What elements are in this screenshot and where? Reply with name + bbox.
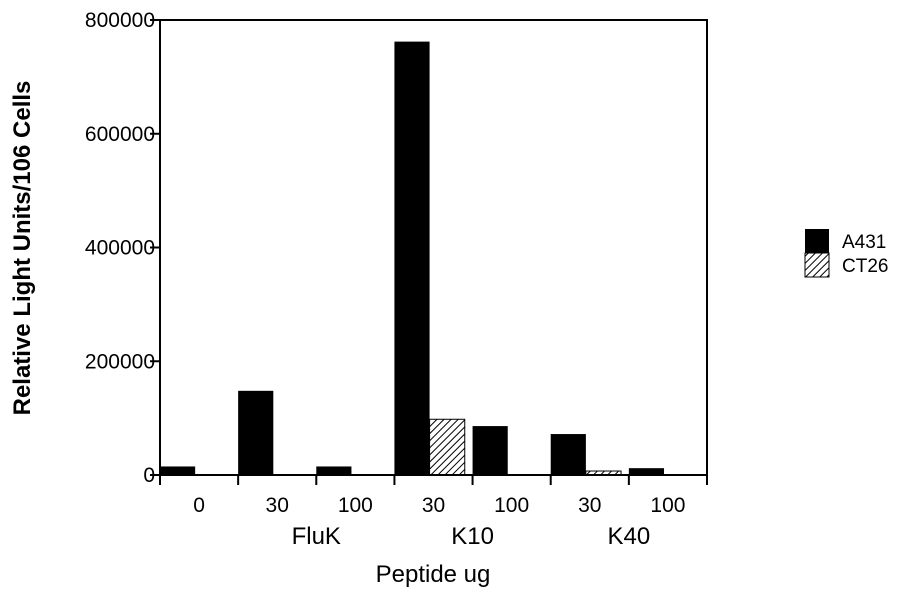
- group-label-k10: K10: [451, 523, 494, 550]
- x-axis-title: Peptide ug: [376, 561, 491, 588]
- x-axis: 0 30 100 30 100 30 100: [159, 475, 708, 517]
- bar-a431-6: [628, 468, 665, 475]
- x-tick-label: 30: [422, 494, 445, 517]
- y-tick-label: 600000: [85, 123, 155, 146]
- legend-label-ct26: CT26: [842, 256, 888, 277]
- x-tick-label: 30: [266, 494, 289, 517]
- bar-a431-2: [316, 466, 352, 475]
- legend: A431 CT26: [804, 229, 888, 278]
- y-tick-label: 800000: [85, 9, 155, 32]
- bars-layer: [160, 41, 665, 476]
- legend-swatch-ct26: [804, 252, 830, 278]
- x-tick-label: 0: [193, 494, 205, 517]
- x-tick-label: 100: [338, 494, 373, 517]
- bar-a431-4: [472, 426, 508, 475]
- group-label-k40: K40: [608, 523, 651, 550]
- group-labels: FluK K10 K40: [292, 523, 651, 550]
- y-tick-label: 200000: [85, 350, 155, 373]
- x-tick-label: 30: [578, 494, 601, 517]
- bar-a431-0: [160, 466, 196, 475]
- group-label-fluk: FluK: [292, 523, 341, 550]
- x-tick-label: 100: [650, 494, 685, 517]
- legend-swatch-a431: [805, 229, 829, 253]
- bar-a431-3: [394, 41, 430, 476]
- x-tick-label: 100: [494, 494, 529, 517]
- y-tick-label: 400000: [85, 237, 155, 260]
- bar-a431-1: [238, 390, 274, 475]
- bar-ct26-3: [429, 418, 466, 476]
- y-axis: 0 200000 400000 600000 800000: [85, 9, 160, 487]
- bar-a431-5: [550, 434, 586, 475]
- legend-label-a431: A431: [842, 232, 886, 253]
- y-tick-label: 0: [143, 464, 155, 487]
- y-axis-title: Relative Light Units/106 Cells: [9, 81, 36, 416]
